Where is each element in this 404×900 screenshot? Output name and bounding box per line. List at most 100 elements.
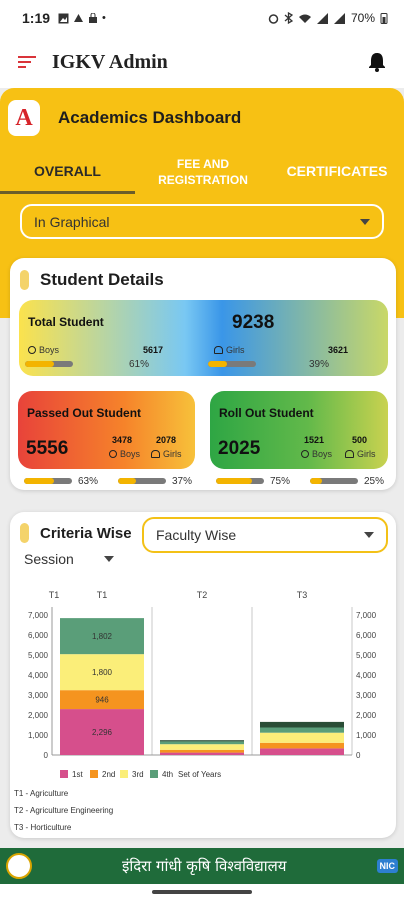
rollout-boys-bar bbox=[216, 478, 264, 484]
rollout-girls-count: 500 bbox=[352, 435, 368, 445]
y-tick-label-right: 6,000 bbox=[356, 631, 377, 640]
legend-label: 1st bbox=[72, 770, 83, 779]
passed-girls-pct: 37% bbox=[172, 476, 193, 487]
legend-swatch bbox=[120, 770, 128, 778]
y-tick-label: 5,000 bbox=[28, 651, 49, 660]
roll-out-label: Roll Out Student bbox=[219, 406, 314, 420]
passed-boys-caption: Boys bbox=[109, 449, 140, 459]
status-bar: 1:19 • 70% bbox=[0, 0, 404, 36]
passed-girls-caption: Girls bbox=[151, 449, 182, 459]
total-student-value: 9238 bbox=[232, 312, 275, 333]
gesture-bar bbox=[0, 884, 404, 900]
data-label: 1,800 bbox=[92, 668, 113, 677]
criteria-title: Criteria Wise bbox=[40, 525, 132, 542]
total-student-card[interactable]: Total Student 9238 Boys 5617 Girls 3621 … bbox=[19, 300, 388, 376]
y-tick-label-right: 7,000 bbox=[356, 611, 377, 620]
home-handle[interactable] bbox=[152, 890, 252, 894]
rollout-boys-pct: 75% bbox=[270, 476, 291, 487]
view-mode-select[interactable]: In Graphical bbox=[20, 204, 384, 239]
passed-out-value: 5556 bbox=[26, 438, 69, 459]
faculty-select[interactable]: Faculty Wise bbox=[142, 517, 388, 553]
roll-out-card[interactable]: Roll Out Student 2025 1521 500 Boys Girl… bbox=[210, 391, 388, 469]
category-note: T1 - Agriculture bbox=[14, 789, 69, 798]
chevron-down-icon bbox=[364, 532, 374, 538]
legend-label: 2nd bbox=[102, 770, 115, 779]
tab-fee-registration[interactable]: FEE AND REGISTRATION bbox=[140, 156, 266, 188]
rollout-boys-caption: Boys bbox=[301, 449, 332, 459]
total-girls-pct: 39% bbox=[309, 359, 330, 370]
tab-overall-label: OVERALL bbox=[34, 163, 101, 179]
category-label: T3 bbox=[297, 590, 308, 600]
y-tick-label: 4,000 bbox=[28, 671, 49, 680]
y-tick-label-right: 5,000 bbox=[356, 651, 377, 660]
status-right: 70% bbox=[268, 11, 388, 25]
boys-caption: Boys bbox=[28, 345, 59, 355]
boys-label: Boys bbox=[312, 449, 333, 459]
category-label: T1 bbox=[97, 590, 108, 600]
nic-logo: NIC bbox=[376, 859, 398, 873]
page-title: Academics Dashboard bbox=[58, 108, 242, 127]
left-axis-label: T1 bbox=[49, 590, 60, 600]
data-label: 946 bbox=[95, 696, 109, 705]
total-student-label: Total Student bbox=[28, 315, 104, 329]
y-tick-label: 6,000 bbox=[28, 631, 49, 640]
tab-fee-label: FEE AND bbox=[176, 157, 230, 171]
bar-segment bbox=[260, 742, 344, 749]
girls-caption: Girls bbox=[214, 345, 245, 355]
university-name: इंदिरा गांधी कृषि विश्वविद्यालय bbox=[122, 857, 287, 875]
bar-segment bbox=[160, 740, 244, 742]
university-seal-icon bbox=[6, 853, 32, 879]
boys-label: Boys bbox=[120, 449, 141, 459]
session-select[interactable]: Session bbox=[24, 551, 114, 567]
menu-icon[interactable] bbox=[18, 54, 38, 70]
bluetooth-icon bbox=[284, 12, 293, 24]
progress-fill bbox=[216, 478, 252, 484]
battery-level: 70% bbox=[350, 11, 375, 25]
y-tick-label-right: 1,000 bbox=[356, 731, 377, 740]
legend-suffix: Set of Years bbox=[178, 770, 221, 779]
legend-swatch bbox=[60, 770, 68, 778]
chevron-down-icon bbox=[103, 556, 114, 562]
student-details-title: Student Details bbox=[40, 270, 164, 289]
passed-out-card[interactable]: Passed Out Student 5556 3478 2078 Boys G… bbox=[18, 391, 195, 469]
y-tick-label: 7,000 bbox=[28, 611, 49, 620]
total-boys-count: 5617 bbox=[143, 345, 164, 355]
status-time: 1:19 bbox=[22, 10, 51, 26]
section-marker bbox=[20, 523, 29, 543]
boy-icon bbox=[28, 346, 36, 354]
progress-fill bbox=[310, 478, 322, 484]
tab-certificates[interactable]: CERTIFICATES bbox=[272, 163, 402, 179]
bar-segment bbox=[160, 741, 244, 745]
bar-segment bbox=[60, 618, 144, 655]
girl-icon bbox=[214, 346, 223, 354]
battery-icon bbox=[380, 13, 388, 24]
progress-fill bbox=[118, 478, 136, 484]
y-tick-label: 3,000 bbox=[28, 691, 49, 700]
passed-girls-bar bbox=[118, 478, 166, 484]
total-boys-pct: 61% bbox=[129, 359, 150, 370]
data-label: 1,802 bbox=[92, 632, 113, 641]
bar-segment bbox=[60, 709, 144, 755]
passed-boys-count: 3478 bbox=[112, 435, 133, 445]
active-tab-indicator bbox=[0, 191, 135, 194]
bar-segment bbox=[160, 749, 244, 753]
total-girls-bar bbox=[208, 361, 256, 367]
section-marker bbox=[20, 270, 29, 290]
tab-overall[interactable]: OVERALL bbox=[0, 163, 135, 179]
university-logo: A bbox=[8, 100, 40, 136]
image-icon bbox=[58, 13, 69, 23]
legend-label: 3rd bbox=[132, 770, 144, 779]
wifi-icon bbox=[298, 14, 311, 23]
girls-label: Girls bbox=[226, 345, 245, 355]
bell-icon[interactable] bbox=[368, 52, 386, 72]
tab-certificates-label: CERTIFICATES bbox=[286, 163, 388, 179]
y-tick-label-right: 2,000 bbox=[356, 711, 377, 720]
legend-label: 4th bbox=[162, 770, 173, 779]
bar-segment bbox=[60, 654, 144, 691]
passed-boys-bar bbox=[24, 478, 72, 484]
faculty-select-value: Faculty Wise bbox=[156, 527, 237, 543]
passed-boys-pct: 63% bbox=[78, 476, 99, 487]
y-tick-label: 0 bbox=[44, 751, 49, 760]
bar-segment bbox=[260, 748, 344, 755]
bar-segment bbox=[260, 721, 344, 728]
